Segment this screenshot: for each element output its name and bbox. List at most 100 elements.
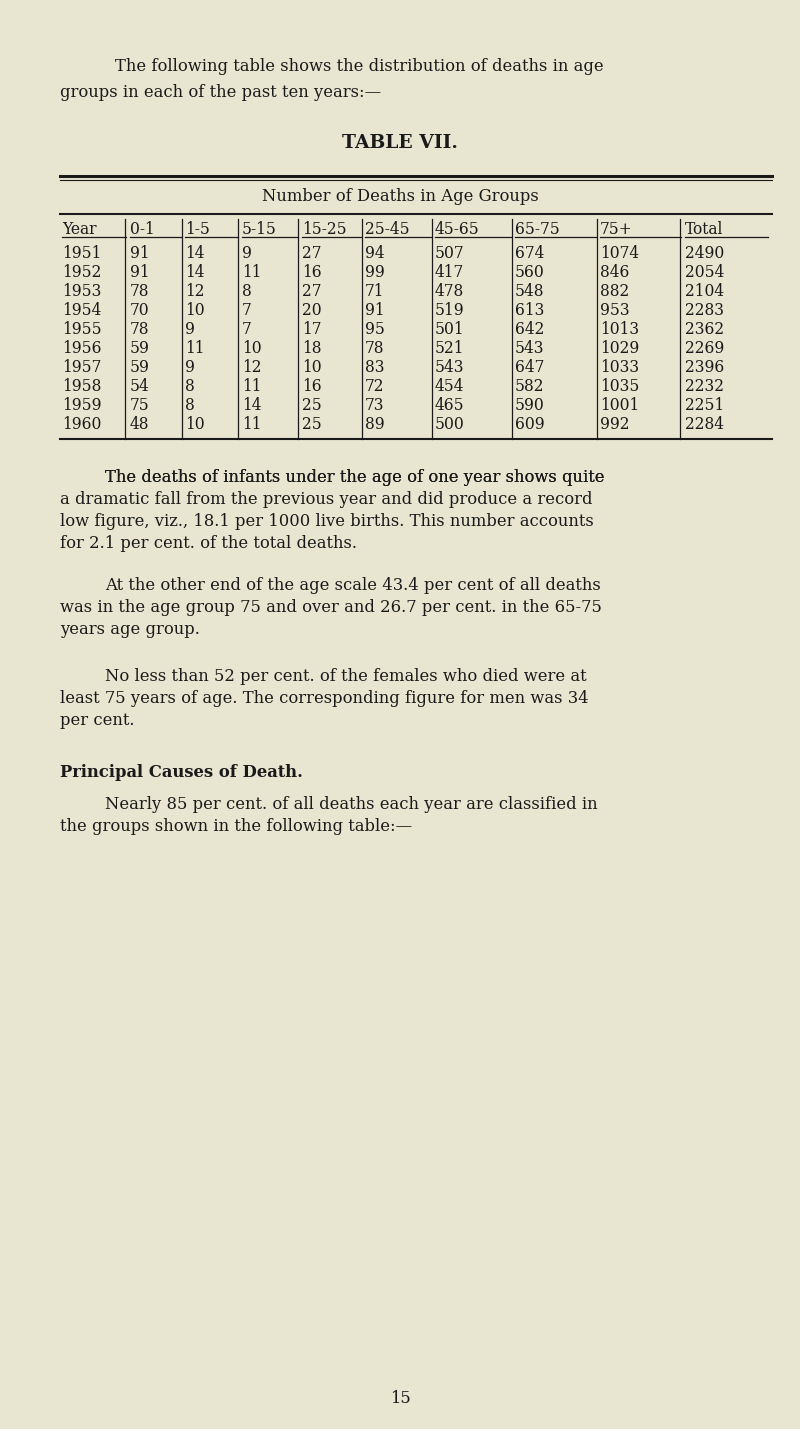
- Text: 99: 99: [365, 264, 385, 282]
- Text: 75+: 75+: [600, 221, 633, 239]
- Text: 8: 8: [185, 397, 194, 414]
- Text: Nearly 85 per cent. of all deaths each year are classified in: Nearly 85 per cent. of all deaths each y…: [105, 796, 598, 813]
- Text: 78: 78: [365, 340, 385, 357]
- Text: The deaths of infants under the age of one year shows quite: The deaths of infants under the age of o…: [105, 469, 605, 486]
- Text: 2283: 2283: [685, 302, 724, 319]
- Text: 1957: 1957: [62, 359, 102, 376]
- Text: 45-65: 45-65: [435, 221, 480, 239]
- Text: 14: 14: [185, 244, 205, 262]
- Text: 8: 8: [185, 379, 194, 394]
- Text: 78: 78: [130, 322, 150, 339]
- Text: 507: 507: [435, 244, 465, 262]
- Text: 1955: 1955: [62, 322, 102, 339]
- Text: 417: 417: [435, 264, 464, 282]
- Text: 25-45: 25-45: [365, 221, 410, 239]
- Text: groups in each of the past ten years:—: groups in each of the past ten years:—: [60, 84, 381, 101]
- Text: 12: 12: [185, 283, 205, 300]
- Text: 10: 10: [185, 302, 205, 319]
- Text: 1953: 1953: [62, 283, 102, 300]
- Text: 10: 10: [242, 340, 262, 357]
- Text: 2362: 2362: [685, 322, 724, 339]
- Text: 15-25: 15-25: [302, 221, 346, 239]
- Text: 1013: 1013: [600, 322, 639, 339]
- Text: 10: 10: [185, 416, 205, 433]
- Text: a dramatic fall from the previous year and did produce a record: a dramatic fall from the previous year a…: [60, 492, 593, 507]
- Text: 500: 500: [435, 416, 465, 433]
- Text: least 75 years of age. The corresponding figure for men was 34: least 75 years of age. The corresponding…: [60, 690, 589, 707]
- Text: 519: 519: [435, 302, 465, 319]
- Text: 83: 83: [365, 359, 385, 376]
- Text: 11: 11: [242, 416, 262, 433]
- Text: 16: 16: [302, 379, 322, 394]
- Text: Year: Year: [62, 221, 97, 239]
- Text: Total: Total: [685, 221, 723, 239]
- Text: 27: 27: [302, 283, 322, 300]
- Text: 14: 14: [242, 397, 262, 414]
- Text: 560: 560: [515, 264, 545, 282]
- Text: 12: 12: [242, 359, 262, 376]
- Text: 501: 501: [435, 322, 465, 339]
- Text: 548: 548: [515, 283, 545, 300]
- Text: The following table shows the distribution of deaths in age: The following table shows the distributi…: [115, 59, 604, 74]
- Text: 9: 9: [185, 322, 195, 339]
- Text: 1954: 1954: [62, 302, 102, 319]
- Text: 465: 465: [435, 397, 465, 414]
- Text: 647: 647: [515, 359, 544, 376]
- Text: 54: 54: [130, 379, 150, 394]
- Text: 1074: 1074: [600, 244, 639, 262]
- Text: 1029: 1029: [600, 340, 639, 357]
- Text: 1033: 1033: [600, 359, 639, 376]
- Text: 613: 613: [515, 302, 544, 319]
- Text: 521: 521: [435, 340, 465, 357]
- Text: 48: 48: [130, 416, 150, 433]
- Text: 73: 73: [365, 397, 385, 414]
- Text: 9: 9: [185, 359, 195, 376]
- Text: 454: 454: [435, 379, 465, 394]
- Text: 27: 27: [302, 244, 322, 262]
- Text: 992: 992: [600, 416, 630, 433]
- Text: 846: 846: [600, 264, 630, 282]
- Text: 25: 25: [302, 397, 322, 414]
- Text: 59: 59: [130, 340, 150, 357]
- Text: No less than 52 per cent. of the females who died were at: No less than 52 per cent. of the females…: [105, 667, 586, 684]
- Text: 70: 70: [130, 302, 150, 319]
- Text: 674: 674: [515, 244, 544, 262]
- Text: 25: 25: [302, 416, 322, 433]
- Text: 1959: 1959: [62, 397, 102, 414]
- Text: 609: 609: [515, 416, 545, 433]
- Text: 18: 18: [302, 340, 322, 357]
- Text: 882: 882: [600, 283, 630, 300]
- Text: 2269: 2269: [685, 340, 724, 357]
- Text: 11: 11: [242, 379, 262, 394]
- Text: 2251: 2251: [685, 397, 724, 414]
- Text: 91: 91: [130, 264, 150, 282]
- Text: 642: 642: [515, 322, 544, 339]
- Text: 2232: 2232: [685, 379, 724, 394]
- Text: 75: 75: [130, 397, 150, 414]
- Text: 1952: 1952: [62, 264, 102, 282]
- Text: 16: 16: [302, 264, 322, 282]
- Text: 15: 15: [390, 1390, 410, 1408]
- Text: 65-75: 65-75: [515, 221, 560, 239]
- Text: 78: 78: [130, 283, 150, 300]
- Text: 543: 543: [515, 340, 545, 357]
- Text: for 2.1 per cent. of the total deaths.: for 2.1 per cent. of the total deaths.: [60, 534, 357, 552]
- Text: the groups shown in the following table:—: the groups shown in the following table:…: [60, 817, 412, 835]
- Text: 1035: 1035: [600, 379, 639, 394]
- Text: 10: 10: [302, 359, 322, 376]
- Text: Number of Deaths in Age Groups: Number of Deaths in Age Groups: [262, 189, 538, 204]
- Text: 14: 14: [185, 264, 205, 282]
- Text: At the other end of the age scale 43.4 per cent of all deaths: At the other end of the age scale 43.4 p…: [105, 577, 601, 594]
- Text: was in the age group 75 and over and 26.7 per cent. in the 65-75: was in the age group 75 and over and 26.…: [60, 599, 602, 616]
- Text: 2104: 2104: [685, 283, 724, 300]
- Text: 582: 582: [515, 379, 545, 394]
- Text: 1960: 1960: [62, 416, 102, 433]
- Text: 9: 9: [242, 244, 252, 262]
- Text: Principal Causes of Death.: Principal Causes of Death.: [60, 765, 303, 782]
- Text: 590: 590: [515, 397, 545, 414]
- Text: 91: 91: [130, 244, 150, 262]
- Text: 2396: 2396: [685, 359, 724, 376]
- Text: 478: 478: [435, 283, 464, 300]
- Text: 2490: 2490: [685, 244, 724, 262]
- Text: 71: 71: [365, 283, 385, 300]
